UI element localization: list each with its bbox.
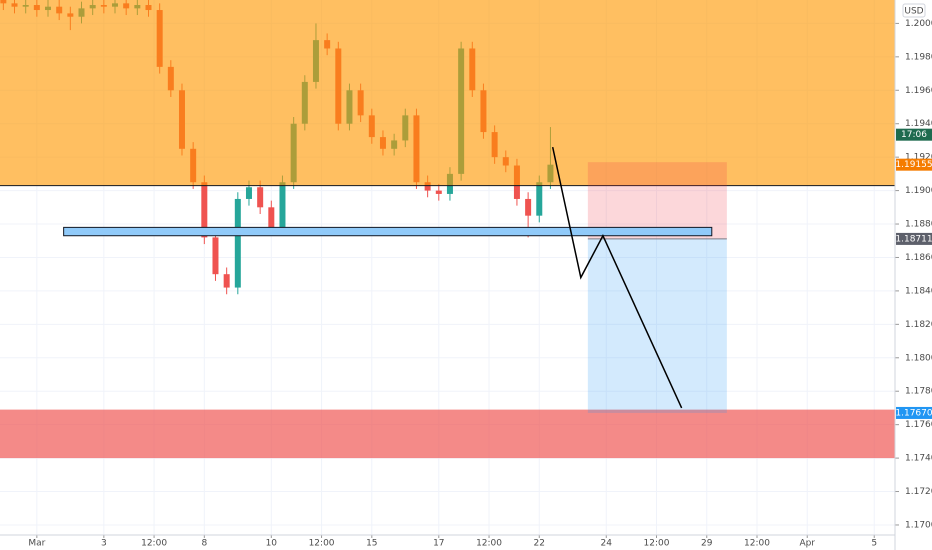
price-label-box (896, 158, 932, 171)
y-tick-label: 1.19400 (905, 119, 932, 129)
x-tick-label: 10 (266, 539, 278, 549)
projection-path (551, 146, 683, 409)
rectangle (63, 226, 713, 237)
candle-body (435, 190, 442, 194)
x-tick-label: 29 (701, 539, 713, 549)
x-tick-label: 8 (201, 539, 207, 549)
candle-body (212, 237, 219, 275)
countdown-box (896, 128, 932, 141)
x-tick-label: 12:00 (309, 539, 335, 549)
candle-body (201, 182, 208, 238)
x-tick-label: Mar (28, 539, 45, 549)
y-tick-label: 1.19600 (905, 86, 932, 96)
candle-body (234, 198, 241, 288)
y-tick-label: 1.19800 (905, 52, 932, 62)
x-tick-label: 24 (601, 539, 613, 549)
y-tick-label: 1.18600 (905, 253, 932, 263)
candle-body (536, 182, 543, 216)
candle-body (268, 207, 275, 228)
candle-body (257, 187, 264, 208)
x-tick-label: 22 (534, 539, 545, 549)
y-tick-label: 1.20000 (905, 19, 932, 29)
currency-box (902, 3, 926, 18)
candle-body (525, 198, 532, 216)
y-tick-label: 1.19000 (905, 186, 932, 196)
currency: USD (904, 7, 923, 17)
y-tick-label: 1.18200 (905, 320, 932, 330)
candle-body (245, 187, 252, 199)
y-tick-label: 1.17000 (905, 520, 932, 530)
stop-box (587, 162, 727, 239)
candle-body (279, 182, 286, 228)
y-tick-label: 1.17400 (905, 454, 932, 464)
y-tick-label: 1.18800 (905, 220, 932, 230)
price-label: 1.17670 (895, 408, 932, 418)
zone (0, 409, 895, 459)
price-label-box (896, 406, 932, 419)
y-tick-label: 1.17200 (905, 487, 932, 497)
y-tick-label: 1.19200 (905, 153, 932, 163)
plot-area (0, 0, 895, 535)
x-tick-label: 12:00 (141, 539, 167, 549)
y-tick-label: 1.17800 (905, 387, 932, 397)
y-tick-label: 1.17600 (905, 420, 932, 430)
countdown: 17:06 (901, 130, 927, 140)
y-tick-label: 1.18400 (905, 286, 932, 296)
x-tick-label: Apr (799, 539, 815, 549)
y-tick-label: 1.18000 (905, 353, 932, 363)
x-tick-label: 12:00 (744, 539, 770, 549)
x-tick-label: 12:00 (644, 539, 670, 549)
candle-body (424, 182, 431, 191)
candle-body (223, 274, 230, 288)
price-label: 1.19155 (895, 160, 932, 170)
zone (0, 0, 895, 186)
price-label: 1.18711 (895, 234, 932, 244)
x-tick-label: 5 (871, 539, 877, 549)
price-label-box (896, 232, 932, 245)
target-box (587, 238, 727, 413)
x-tick-label: 3 (101, 539, 107, 549)
x-tick-label: 17 (433, 539, 444, 549)
x-tick-label: 15 (366, 539, 377, 549)
x-tick-label: 12:00 (476, 539, 502, 549)
